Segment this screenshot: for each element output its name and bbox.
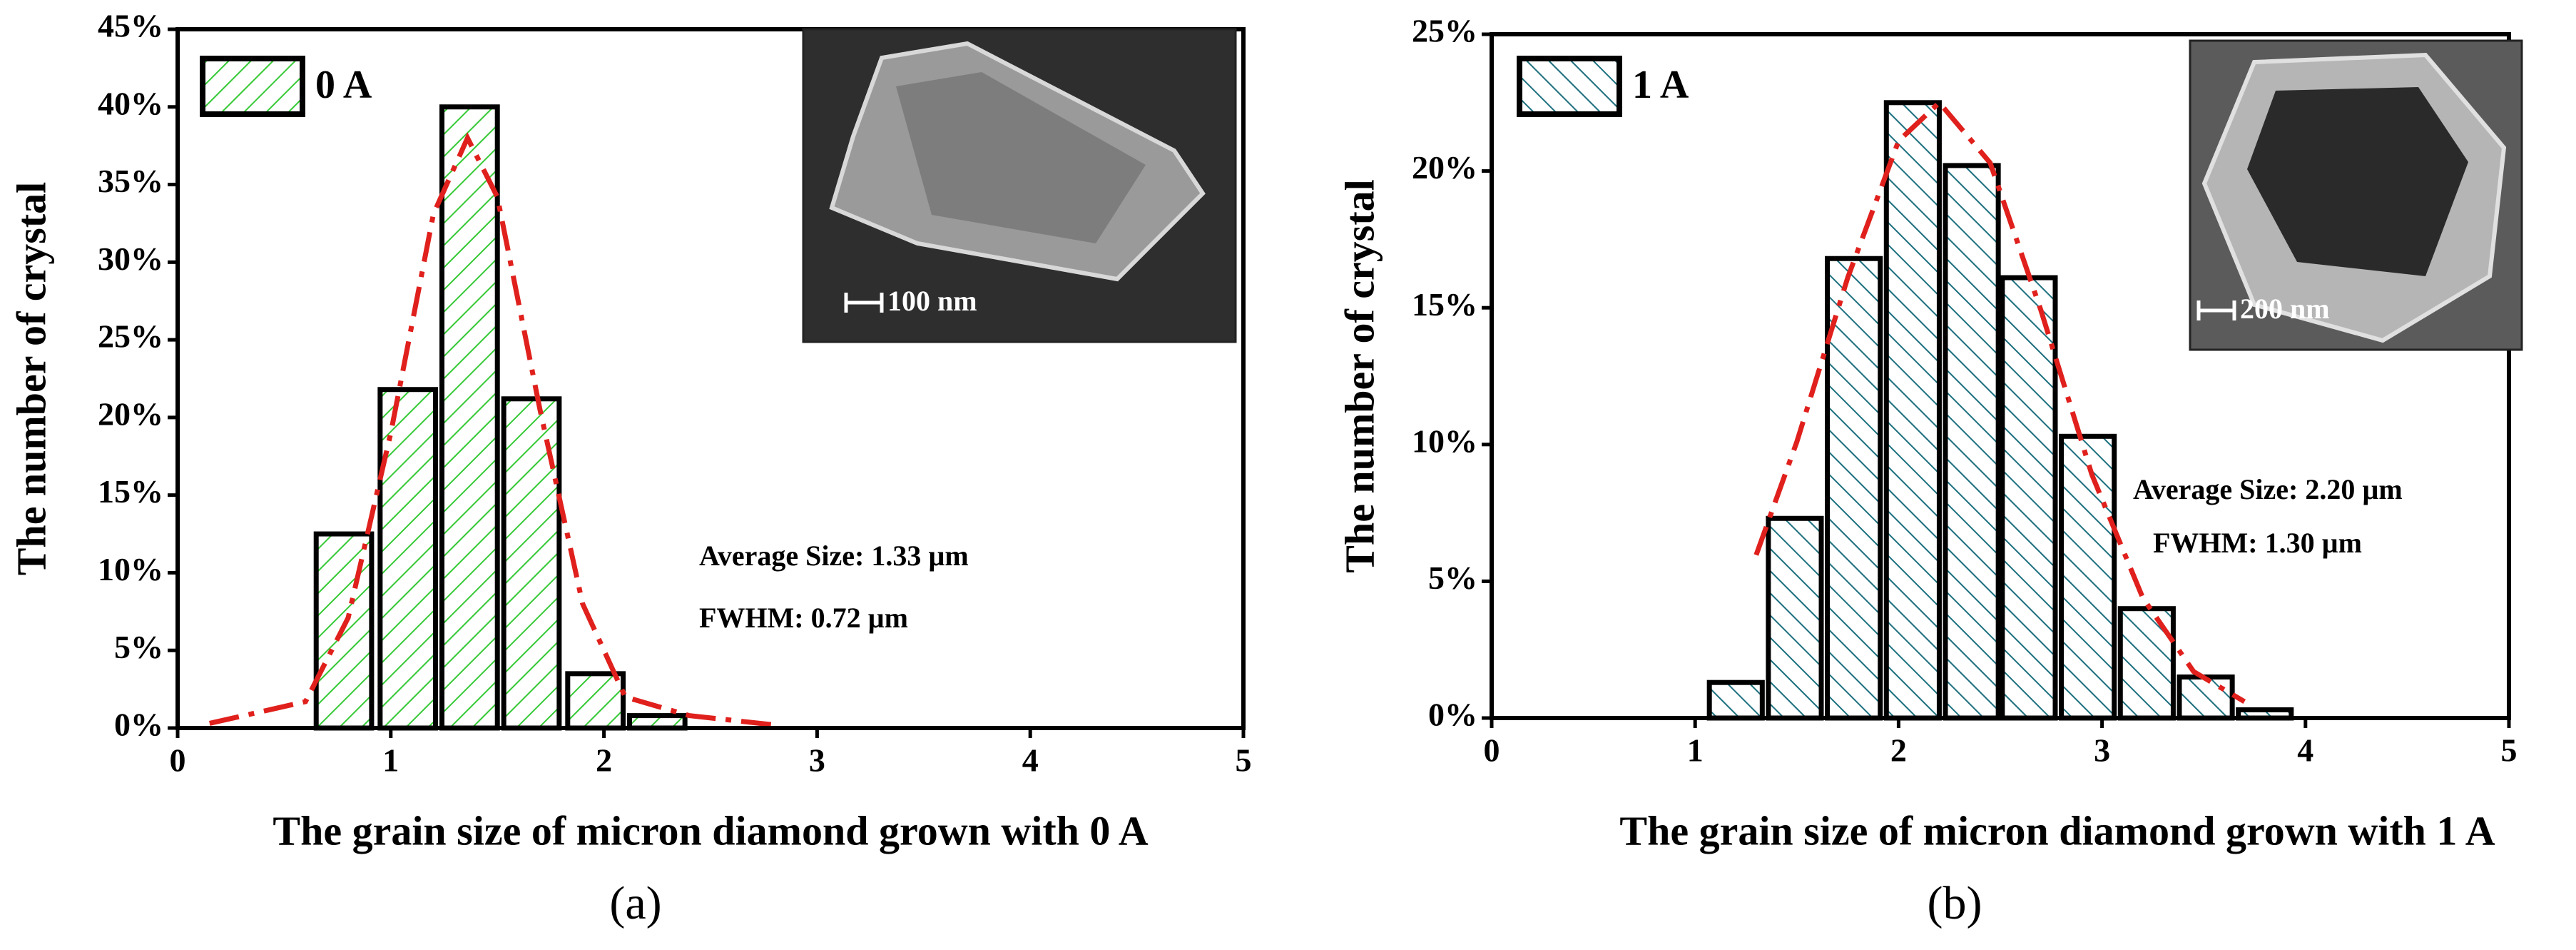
annotation: FWHM: 0.72 µm (699, 602, 908, 634)
bar (439, 104, 500, 731)
legend-label: 1 A (1632, 63, 1689, 107)
y-axis-title: The number of crystal (8, 182, 54, 576)
scale-bar (844, 293, 884, 313)
y-tick-label: 5% (114, 629, 163, 665)
y-tick-label: 0% (114, 707, 163, 743)
scale-label: 200 nm (2240, 293, 2330, 325)
x-tick-label: 5 (1236, 742, 1252, 779)
x-tick-label: 0 (170, 742, 186, 779)
legend-swatch (1517, 56, 1622, 117)
x-tick-label: 4 (1022, 742, 1039, 779)
x-tick-label: 2 (1890, 732, 1907, 769)
x-axis-title: The grain size of micron diamond grown w… (1619, 807, 2495, 854)
x-tick-label: 3 (2094, 732, 2110, 769)
x-tick-label: 3 (809, 742, 825, 779)
bar (1706, 679, 1765, 721)
panel-label: (b) (1928, 877, 1982, 929)
bar (1883, 100, 1942, 721)
legend-label: 0 A (315, 63, 372, 107)
plot-frame (1490, 32, 2511, 720)
scale-label: 100 nm (887, 285, 977, 317)
y-tick-label: 45% (98, 8, 163, 44)
y-tick-label: 25% (98, 318, 163, 355)
y-tick-label: 5% (1428, 560, 1477, 596)
y-tick-label: 15% (1412, 286, 1477, 323)
bar (2177, 674, 2235, 721)
y-tick-label: 30% (98, 241, 163, 277)
x-tick-label: 1 (382, 742, 399, 779)
panel-label: (a) (609, 877, 661, 929)
y-tick-label: 25% (1412, 13, 1477, 49)
fit-curve (1753, 98, 2246, 704)
bar (1825, 256, 1883, 721)
y-tick-label: 40% (98, 85, 163, 121)
fit-curve (209, 132, 775, 728)
annotation: FWHM: 1.30 µm (2153, 527, 2362, 559)
bar (2117, 606, 2176, 721)
x-tick-label: 2 (596, 742, 612, 779)
bar (1766, 515, 1824, 721)
y-tick-label: 15% (98, 473, 163, 510)
y-axis-title: The number of crystal (1336, 179, 1383, 573)
y-tick-label: 35% (98, 163, 163, 199)
y-tick-label: 20% (1412, 149, 1477, 186)
y-tick-label: 20% (98, 395, 163, 432)
legend-swatch (200, 56, 305, 117)
y-tick-label: 0% (1428, 697, 1477, 733)
annotation: Average Size: 1.33 µm (699, 540, 969, 572)
y-tick-label: 10% (1412, 423, 1477, 459)
plot-frame (175, 27, 1246, 730)
x-tick-label: 0 (1484, 732, 1500, 769)
annotation: Average Size: 2.20 µm (2133, 473, 2403, 505)
x-tick-label: 1 (1687, 732, 1704, 769)
crystal-face (896, 72, 1146, 243)
x-axis-title: The grain size of micron diamond grown w… (273, 807, 1148, 854)
bar (2059, 433, 2117, 721)
bar (1943, 163, 2001, 721)
crystal-core (2247, 87, 2468, 276)
bar (2000, 275, 2058, 721)
x-tick-label: 4 (2297, 732, 2313, 769)
x-tick-label: 5 (2501, 732, 2518, 769)
bar (565, 671, 626, 731)
y-tick-label: 10% (98, 551, 163, 587)
scale-bar (2196, 300, 2236, 320)
